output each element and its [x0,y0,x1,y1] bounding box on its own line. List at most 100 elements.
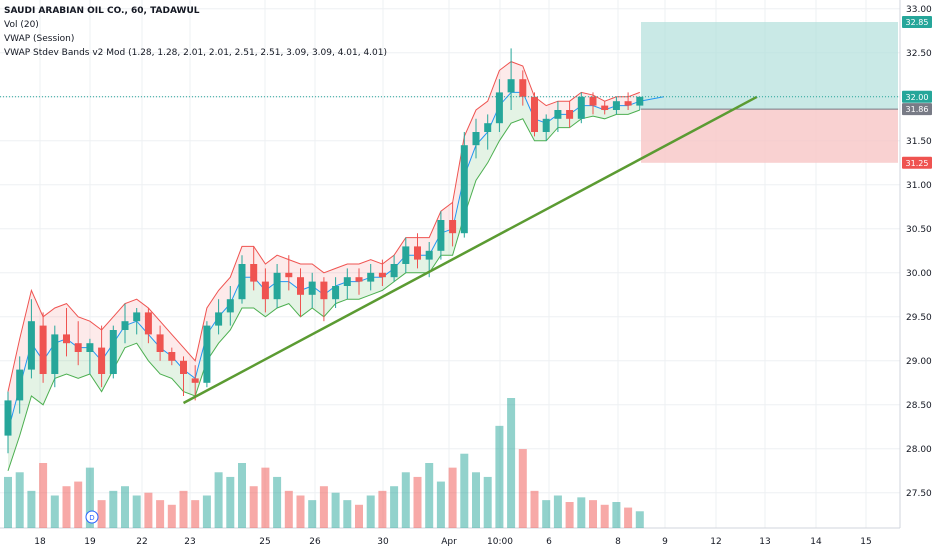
volume-bar [355,504,363,528]
volume-bar [144,492,153,528]
candle-body [601,105,609,110]
volume-bar [624,507,633,528]
trendline [182,95,758,405]
dividend-icon-glyph: D [89,514,94,522]
candle-body [203,325,211,383]
volume-bar [132,495,141,528]
x-tick-label: 10:00 [487,537,513,547]
volume-bar [448,467,457,528]
volume-bar [273,476,282,528]
volume-bar [319,486,328,528]
candle-body [612,101,620,110]
x-tick-label: 23 [184,537,195,547]
candle-body [238,264,246,300]
volume-bar [249,486,258,528]
candle-body [390,264,398,278]
candle-body [215,312,223,326]
price-badge-label: 32.85 [906,18,929,27]
bands-indicator-label[interactable]: VWAP Stdev Bands v2 Mod (1.28, 1.28, 2.0… [4,48,388,58]
volume-bar [191,500,200,528]
candle-body [308,281,316,295]
candle-body [542,118,550,132]
x-tick-label: 15 [860,537,871,547]
volume-bar [226,476,235,528]
candle-body [191,378,199,383]
y-tick-label: 30.00 [906,269,932,279]
candle-body [624,101,632,106]
y-tick-label: 27.50 [906,489,932,499]
volume-bar [495,425,504,528]
price-badge-label: 31.25 [906,159,929,168]
candle-body [226,299,234,313]
candle-body [531,96,538,132]
candle-body [484,123,492,132]
candle-body [39,325,47,374]
candle-body [414,246,421,260]
volume-bar [390,486,399,528]
volume-bar [261,467,270,528]
x-tick-label: 6 [546,537,552,547]
candle-body [554,110,562,119]
volume-bar [507,398,516,528]
candle-body [86,343,94,352]
dividend-icon [85,510,99,524]
volume-bar [589,500,597,528]
volume-bar [85,467,94,528]
volume-bar [483,476,492,528]
volume-bar [553,495,562,528]
volume-bar [156,500,165,528]
target-zone [641,22,898,110]
volume-indicator-label[interactable]: Vol (20) [4,20,39,30]
candle-body [589,96,597,106]
candle-body [367,272,375,282]
candle-body [437,220,445,251]
candle-body [4,400,12,436]
y-tick-label: 28.50 [906,401,932,411]
y-tick-label: 29.00 [906,357,932,367]
y-tick-label: 28.00 [906,445,932,455]
x-tick-label: 19 [84,537,96,547]
candle-body [402,246,410,264]
y-tick-label: 30.50 [906,225,932,235]
candle-body [51,334,59,374]
volume-bar [401,472,410,528]
x-tick-label: 13 [759,537,770,547]
price-badge-label: 31.86 [906,105,929,114]
x-tick-label: 12 [710,537,721,547]
volume-bar [50,495,59,528]
x-tick-label: 30 [377,537,389,547]
candle-body [109,330,117,374]
candle-body [250,264,258,282]
x-tick-label: 14 [810,537,822,547]
x-tick-label: 18 [34,537,46,547]
y-tick-label: 29.50 [906,313,932,323]
price-badge [902,103,932,116]
volume-bar [284,490,293,528]
chart-legend: SAUDI ARABIAN OIL CO., 60, TADAWUL Vol (… [4,4,387,60]
volume-bar [600,504,609,528]
candle-body [98,347,106,374]
candle-body [297,277,304,295]
volume-bar [74,481,83,528]
y-tick-label: 31.00 [906,181,932,191]
candle-body [449,220,457,234]
symbol-title[interactable]: SAUDI ARABIAN OIL CO., 60, TADAWUL [4,6,200,16]
candle-body [472,132,480,146]
vwap-indicator-label[interactable]: VWAP (Session) [4,34,75,44]
candle-body [495,92,503,124]
candle-body [156,334,164,352]
volume-bar [308,500,317,528]
candle-body [273,272,281,300]
volume-bar [460,453,469,528]
price-badge-label: 32.00 [906,93,929,102]
candle-body [320,281,328,300]
volume-bar [331,492,340,528]
y-tick-label: 32.50 [906,49,932,59]
candle-body [121,321,129,330]
volume-bar [518,449,527,528]
volume-bar [97,500,106,528]
stop-zone [641,109,898,163]
x-tick-label: 8 [615,537,621,547]
